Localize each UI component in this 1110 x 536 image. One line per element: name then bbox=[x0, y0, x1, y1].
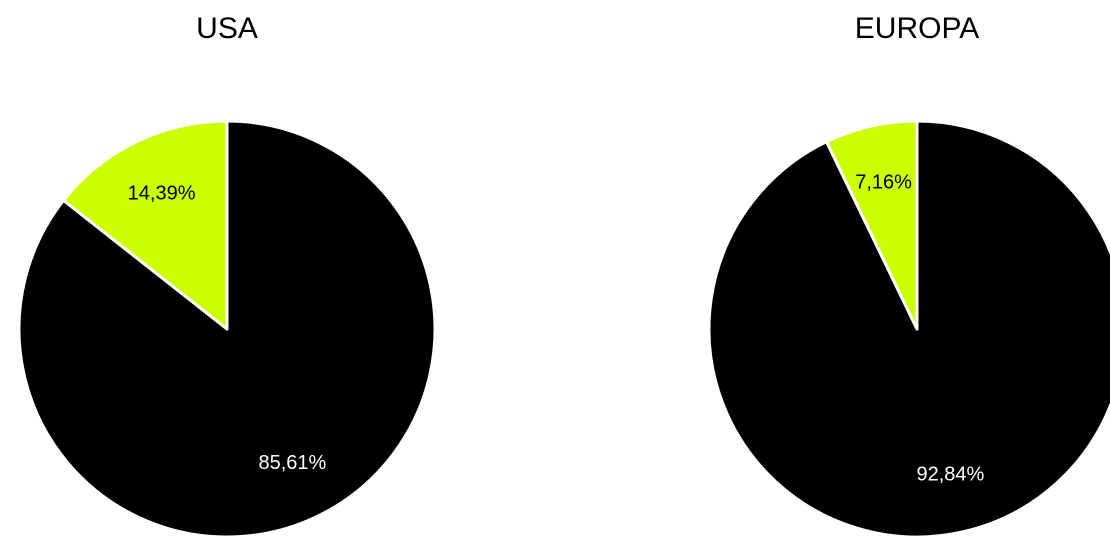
slice-label: 92,84% bbox=[916, 463, 984, 485]
pie-slice bbox=[825, 119, 919, 331]
pie-slice bbox=[17, 119, 437, 536]
chart-title: USA bbox=[196, 12, 258, 45]
pie-slice bbox=[707, 119, 1110, 536]
pie-slice bbox=[62, 119, 229, 331]
slice-label: 14,39% bbox=[128, 183, 196, 205]
slice-label: 7,16% bbox=[855, 171, 912, 193]
slice-label: 85,61% bbox=[258, 452, 326, 474]
chart-title: EUROPA bbox=[855, 12, 979, 45]
